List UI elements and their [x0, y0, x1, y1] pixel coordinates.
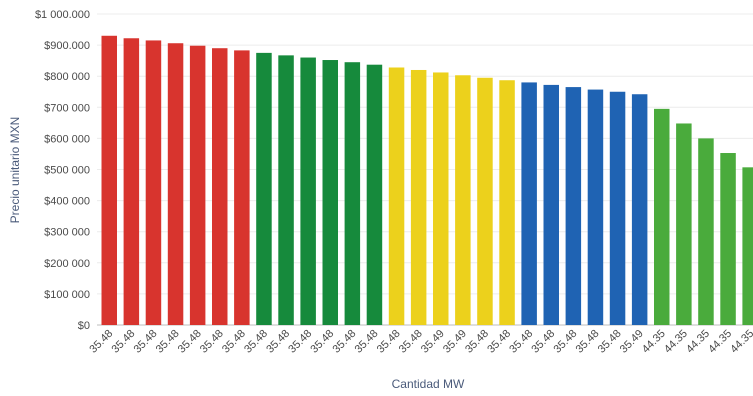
y-tick-label: $0: [78, 320, 90, 332]
x-tick-label: 35.48: [375, 328, 403, 356]
bar: [654, 108, 670, 325]
x-axis-ticks: 35.4835.4835.4835.4835.4835.4835.4835.48…: [87, 328, 753, 356]
x-tick-label: 35.48: [574, 328, 602, 356]
bar: [631, 94, 648, 325]
x-tick-label: 35.48: [596, 328, 624, 356]
bar: [256, 52, 272, 325]
x-tick-label: 44.35: [728, 328, 753, 356]
bar: [278, 55, 294, 325]
bar: [388, 67, 405, 325]
x-tick-label: 44.35: [662, 328, 690, 356]
bar: [123, 38, 140, 326]
bar: [477, 77, 493, 325]
x-tick-label: 35.48: [198, 328, 226, 356]
y-tick-label: $1 000.000: [35, 9, 90, 21]
bar: [167, 43, 184, 325]
bar: [101, 35, 117, 326]
bar: [410, 69, 427, 325]
x-tick-label: 35.48: [552, 328, 580, 356]
bar: [521, 82, 537, 325]
bar: [676, 123, 692, 325]
y-tick-label: $300 000: [44, 227, 90, 239]
bar: [322, 60, 338, 325]
bar: [455, 75, 471, 325]
x-tick-label: 35.49: [441, 328, 469, 356]
bar: [234, 50, 250, 326]
x-tick-label: 35.49: [419, 328, 447, 356]
x-tick-label: 44.35: [706, 328, 734, 356]
bar: [698, 138, 714, 325]
x-tick-label: 35.48: [308, 328, 336, 356]
x-tick-label: 35.48: [242, 328, 270, 356]
y-tick-label: $800 000: [44, 71, 90, 83]
bar: [565, 87, 582, 326]
x-tick-label: 35.48: [154, 328, 182, 356]
bars: [101, 35, 753, 326]
bar: [499, 80, 515, 325]
y-axis-title: Precio unitario MXN: [8, 117, 22, 224]
bar: [145, 40, 162, 326]
bar: [344, 62, 361, 326]
bar: [433, 72, 449, 325]
x-tick-label: 35.48: [286, 328, 314, 356]
x-tick-label: 35.48: [331, 328, 359, 356]
x-tick-label: 35.48: [463, 328, 491, 356]
y-tick-label: $100 000: [44, 289, 90, 301]
x-tick-label: 35.48: [507, 328, 535, 356]
bar: [300, 57, 316, 325]
x-tick-label: 35.49: [618, 328, 646, 356]
y-tick-label: $700 000: [44, 102, 90, 114]
x-tick-label: 35.48: [353, 328, 381, 356]
bar: [543, 84, 559, 326]
bar: [609, 91, 626, 325]
bar: [587, 89, 604, 325]
x-tick-label: 35.48: [397, 328, 425, 356]
y-tick-label: $400 000: [44, 196, 90, 208]
bar: [212, 48, 228, 326]
x-tick-label: 35.48: [87, 328, 115, 356]
y-axis-ticks: $0 $100 000 $200 000 $300 000 $400 000 $500 0…: [35, 9, 90, 332]
bar: [720, 153, 736, 325]
x-tick-label: 35.48: [132, 328, 160, 356]
x-tick-label: 35.48: [485, 328, 513, 356]
bar: [742, 167, 753, 325]
x-tick-label: 35.48: [529, 328, 557, 356]
x-tick-label: 35.48: [264, 328, 292, 356]
y-tick-label: $900.000: [44, 40, 90, 52]
x-tick-label: 44.35: [684, 328, 712, 356]
y-tick-label: $600 000: [44, 133, 90, 145]
bar: [189, 45, 206, 326]
x-tick-label: 35.48: [110, 328, 138, 356]
bar: [366, 64, 383, 326]
x-axis-title: Cantidad MW: [392, 377, 465, 391]
x-tick-label: 44.35: [640, 328, 668, 356]
y-tick-label: $500 000: [44, 165, 90, 177]
x-tick-label: 35.48: [176, 328, 204, 356]
x-tick-label: 35.48: [220, 328, 248, 356]
y-tick-label: $200 000: [44, 258, 90, 270]
